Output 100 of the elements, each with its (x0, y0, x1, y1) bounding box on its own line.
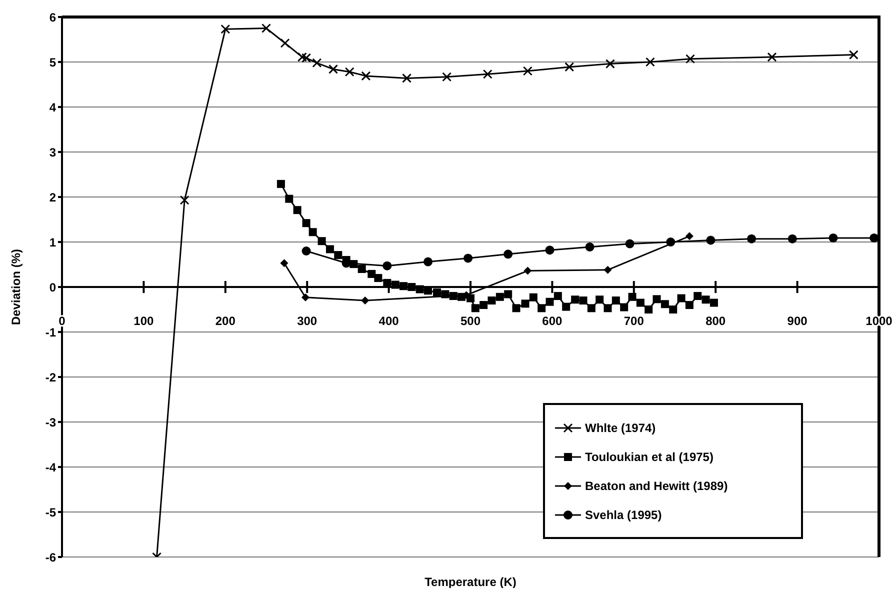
y-tick-label: 6 (49, 10, 56, 24)
point (669, 306, 678, 314)
x-tick-label: 200 (215, 314, 236, 328)
point (358, 265, 366, 273)
point (788, 234, 797, 244)
point (350, 260, 358, 268)
point (747, 234, 756, 244)
point (529, 293, 538, 302)
point (666, 238, 676, 246)
point (685, 232, 694, 240)
point (564, 62, 574, 72)
point (302, 219, 310, 228)
point (571, 296, 580, 304)
point (652, 295, 661, 304)
point (710, 298, 718, 307)
point (302, 246, 311, 256)
x-tick-label: 100 (134, 314, 154, 328)
point (504, 290, 512, 298)
point (538, 304, 546, 312)
point (308, 228, 317, 236)
point (625, 239, 634, 248)
point (297, 52, 307, 62)
point (293, 206, 302, 214)
point (482, 69, 492, 79)
point (767, 52, 777, 62)
point (326, 245, 334, 254)
point (677, 294, 686, 302)
point (546, 298, 554, 306)
y-tick-label: 3 (49, 145, 56, 160)
y-tick-label: 0 (49, 280, 56, 294)
point (521, 300, 530, 308)
x-tick-label: 600 (542, 314, 563, 328)
point (276, 180, 285, 188)
y-tick-label: -4 (45, 460, 56, 474)
point (604, 266, 612, 274)
point (318, 237, 326, 246)
x-tick-label: 300 (297, 314, 318, 328)
point (587, 304, 596, 312)
point (554, 292, 562, 300)
x-tick-label: 700 (624, 314, 644, 328)
x-tick-label: 500 (460, 314, 481, 328)
point (464, 254, 473, 263)
point (579, 296, 588, 304)
point (374, 274, 382, 282)
y-tick-label: 4 (49, 100, 56, 114)
point (612, 296, 620, 304)
point (361, 71, 371, 81)
x-tick-label: 400 (378, 314, 400, 328)
point (545, 246, 554, 255)
point (449, 292, 458, 300)
point (524, 266, 532, 275)
point (402, 73, 412, 83)
point (694, 292, 702, 300)
point (488, 296, 496, 304)
legend-label: Whlte (1974) (585, 420, 656, 434)
point (361, 296, 370, 304)
y-tick-label: 1 (49, 235, 56, 250)
x-tick-label: 800 (706, 314, 726, 328)
point (604, 304, 612, 312)
point (512, 304, 520, 312)
point (562, 302, 570, 311)
point (280, 38, 290, 48)
point (220, 24, 230, 34)
point (828, 233, 838, 242)
point (496, 292, 504, 301)
point (302, 53, 312, 63)
point (702, 296, 710, 304)
point (442, 72, 452, 82)
legend-label: Svehla (1995) (585, 508, 662, 522)
point (480, 301, 488, 309)
point (285, 194, 294, 203)
point (301, 293, 310, 302)
point (848, 50, 858, 60)
point (504, 250, 513, 259)
point (686, 54, 696, 64)
y-tick-label: 5 (49, 55, 56, 70)
point (471, 304, 480, 312)
y-tick-label: -3 (45, 415, 56, 430)
x-tick-label: 900 (787, 314, 808, 328)
point (328, 64, 338, 74)
y-tick-label: 2 (49, 190, 56, 204)
point (280, 259, 288, 268)
point (180, 195, 190, 205)
point (382, 261, 392, 270)
point (441, 290, 450, 298)
point (344, 67, 354, 77)
y-tick-label: -1 (45, 325, 56, 340)
legend-label: Touloukian et al (1975) (585, 450, 714, 464)
point (262, 24, 271, 33)
point (645, 57, 655, 67)
y-axis-title: Deviation (%) (9, 248, 23, 326)
point (334, 251, 342, 260)
point (706, 236, 716, 245)
point (620, 303, 628, 312)
y-tick-label: -2 (45, 370, 56, 384)
point (368, 270, 376, 278)
y-tick-label: -6 (45, 550, 56, 564)
point (685, 301, 694, 309)
point (644, 306, 653, 314)
point (636, 298, 644, 307)
